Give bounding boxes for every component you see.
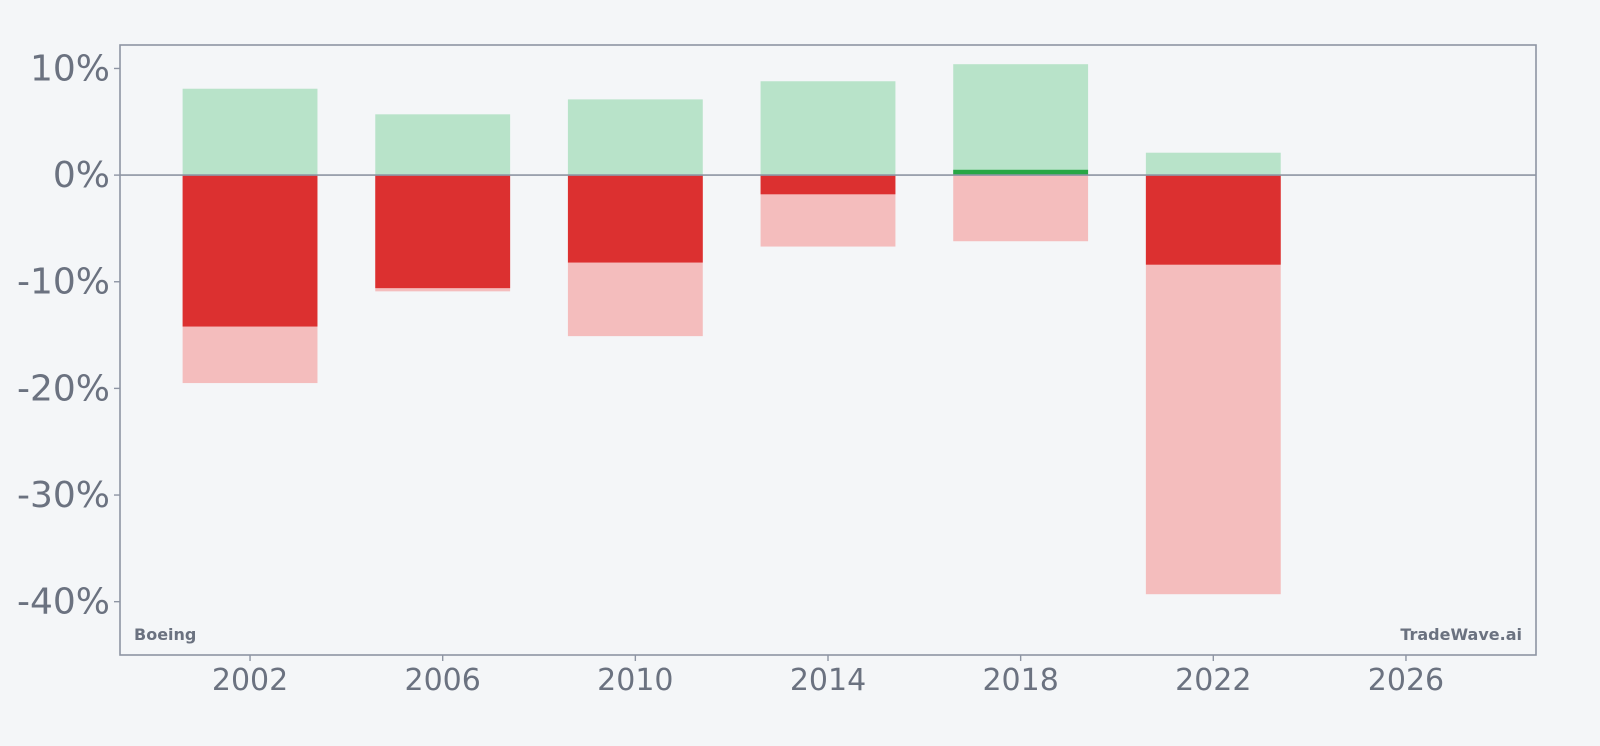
x-tick-label: 2014 xyxy=(790,663,866,698)
return-bar xyxy=(760,175,896,195)
watermark-left: Boeing xyxy=(134,625,196,644)
x-tick-label: 2010 xyxy=(597,663,673,698)
range-low-bar xyxy=(953,175,1089,242)
x-tick-label: 2022 xyxy=(1175,663,1251,698)
range-high-bar xyxy=(182,88,318,176)
y-axis: 10% 0% -10% -20% -30% -40% xyxy=(17,48,120,623)
y-tick-label: -30% xyxy=(17,475,110,516)
bars-layer xyxy=(182,64,1281,595)
y-tick-label: -10% xyxy=(17,262,110,303)
y-tick-label: 0% xyxy=(53,155,110,196)
range-high-bar xyxy=(567,99,703,176)
return-bar xyxy=(182,175,318,327)
return-bar xyxy=(375,175,511,289)
x-tick-label: 2006 xyxy=(405,663,481,698)
return-bar xyxy=(953,169,1089,176)
watermark-right: TradeWave.ai xyxy=(1400,625,1522,644)
x-tick-label: 2002 xyxy=(212,663,288,698)
y-tick-label: 10% xyxy=(30,48,110,89)
x-tick-label: 2018 xyxy=(982,663,1058,698)
range-high-bar xyxy=(953,64,1089,176)
x-tick-label: 2026 xyxy=(1368,663,1444,698)
return-bar xyxy=(1145,175,1281,265)
range-high-bar xyxy=(375,114,511,176)
x-axis: 2002 2006 2010 2014 2018 2022 2026 xyxy=(212,655,1444,698)
y-tick-label: -40% xyxy=(17,582,110,623)
range-high-bar xyxy=(760,81,896,176)
range-high-bar xyxy=(1145,152,1281,176)
y-tick-label: -20% xyxy=(17,368,110,409)
return-bar xyxy=(567,175,703,263)
